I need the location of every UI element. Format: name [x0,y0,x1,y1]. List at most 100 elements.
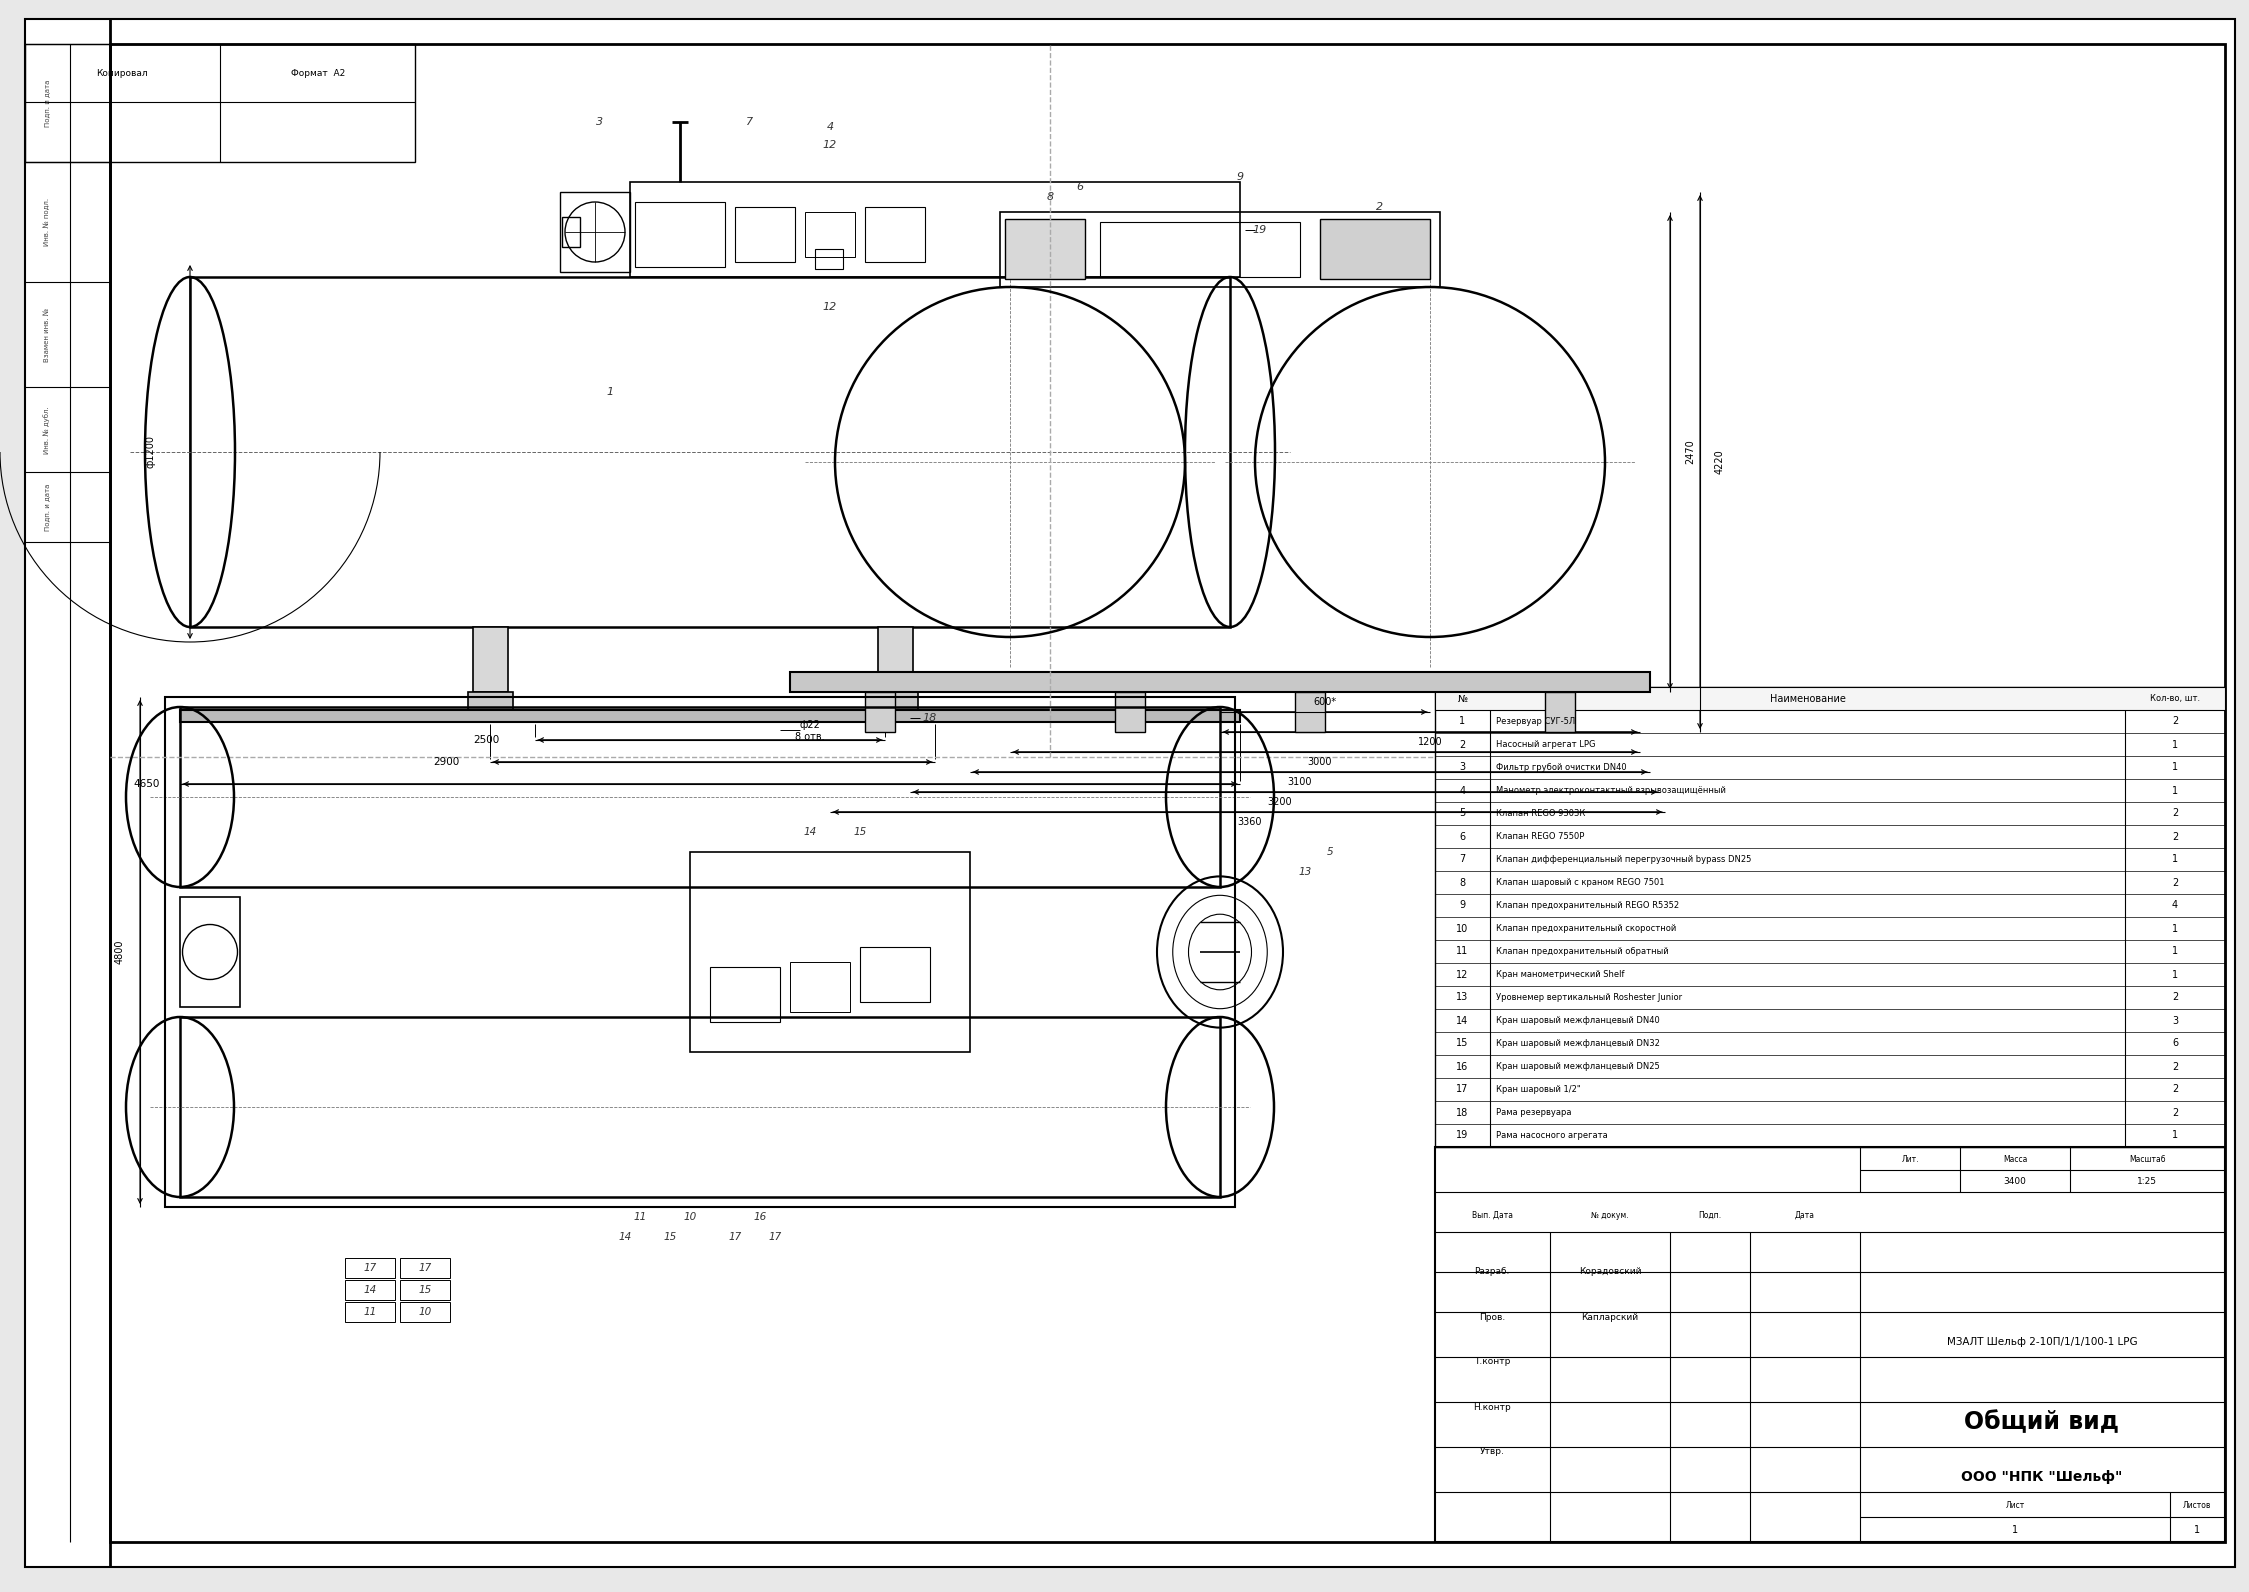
Text: ф1200: ф1200 [144,436,155,468]
Text: 600*: 600* [1313,697,1336,707]
Text: 6: 6 [1460,831,1466,842]
Bar [1295,693,1325,732]
Bar [789,962,850,1013]
Text: 4650: 4650 [133,778,160,790]
Text: 3400: 3400 [2004,1178,2026,1186]
Text: 15: 15 [1457,1038,1469,1049]
Text: 2500: 2500 [475,736,499,745]
Text: 3: 3 [1460,763,1466,772]
Text: 16: 16 [753,1212,767,1223]
Text: 7: 7 [1460,855,1466,864]
Text: Капларский: Капларский [1581,1312,1640,1321]
Text: 14: 14 [618,1232,632,1242]
Text: Вып. Дата: Вып. Дата [1471,1210,1514,1219]
Bar [560,193,630,272]
Text: Клапан REGO 9303К: Клапан REGO 9303К [1496,809,1586,818]
Bar [630,181,1239,277]
Text: Клапан дифференциальный перегрузочный bypass DN25: Клапан дифференциальный перегрузочный by… [1496,855,1752,864]
Text: Резервуар СУГ-5Л: Резервуар СУГ-5Л [1496,716,1574,726]
Bar [1435,688,2224,710]
Text: Формат  А2: Формат А2 [290,68,344,78]
Text: 19: 19 [1457,1130,1469,1140]
Text: 2: 2 [2173,877,2177,887]
Text: 1200: 1200 [1417,737,1442,747]
Text: 10: 10 [418,1307,432,1317]
Text: 8 отв.: 8 отв. [796,732,825,742]
Text: Кол-во, шт.: Кол-во, шт. [2150,694,2200,704]
Text: 11: 11 [364,1307,376,1317]
Text: 1: 1 [1460,716,1466,726]
Text: Клапан REGO 7550P: Клапан REGO 7550P [1496,833,1583,841]
Bar [1005,220,1084,279]
Text: Лит.: Лит. [1900,1154,1918,1164]
Bar [634,202,724,267]
Text: 17: 17 [769,1232,783,1242]
Text: 8: 8 [1046,193,1053,202]
Text: Взамен инв. №: Взамен инв. № [45,307,49,361]
Text: 11: 11 [634,1212,648,1223]
Text: 12: 12 [823,302,837,312]
Text: 1: 1 [2173,970,2177,979]
Text: 12: 12 [1457,970,1469,979]
Text: 4: 4 [2173,901,2177,911]
Text: 19: 19 [1253,224,1266,236]
Bar [180,1017,1219,1197]
Text: 1: 1 [2173,855,2177,864]
Text: 17: 17 [364,1262,376,1274]
Text: Кран шаровый 1/2": Кран шаровый 1/2" [1496,1086,1581,1094]
Text: 1: 1 [2173,763,2177,772]
Text: 2470: 2470 [1685,439,1696,465]
Text: Корадовский: Корадовский [1579,1267,1642,1277]
Bar [814,248,843,269]
Text: Т.контр: Т.контр [1473,1358,1509,1366]
Bar [1320,220,1430,279]
Text: Разраб.: Разраб. [1475,1267,1509,1277]
Bar [344,1280,396,1301]
Text: Масштаб: Масштаб [2130,1154,2166,1164]
Text: 1:25: 1:25 [2137,1178,2157,1186]
Bar [189,277,1230,627]
Text: 10: 10 [1457,923,1469,933]
Text: 14: 14 [803,826,816,837]
Text: 18: 18 [1457,1108,1469,1118]
Text: 17: 17 [1457,1084,1469,1095]
Text: Рама насосного агрегата: Рама насосного агрегата [1496,1130,1608,1140]
Text: 5: 5 [1460,809,1466,818]
Text: Фильтр грубой очистки DN40: Фильтр грубой очистки DN40 [1496,763,1626,772]
Text: 13: 13 [1298,868,1311,877]
Bar [711,966,780,1022]
Text: 1: 1 [2013,1525,2017,1535]
Text: Лист: Лист [2006,1501,2024,1509]
Text: Клапан предохранительный REGO R5352: Клапан предохранительный REGO R5352 [1496,901,1680,911]
Bar [1001,212,1439,287]
Text: 15: 15 [418,1285,432,1294]
Text: 9: 9 [1460,901,1466,911]
Text: 3200: 3200 [1268,798,1293,807]
Text: 7: 7 [747,116,753,127]
Text: Масса: Масса [2004,1154,2026,1164]
Text: 14: 14 [1457,1016,1469,1025]
Bar [866,693,895,732]
Bar [735,207,794,263]
Bar [1100,221,1300,277]
Text: 16: 16 [1457,1062,1469,1071]
Bar [789,672,1651,693]
Bar [1545,693,1574,732]
Bar [690,852,969,1052]
Text: 15: 15 [852,826,866,837]
Text: 1: 1 [2173,923,2177,933]
Text: 2: 2 [2173,831,2177,842]
Text: Наименование: Наименование [1770,694,1846,704]
Bar [859,947,931,1001]
Text: Подп. и дата: Подп. и дата [45,80,49,127]
Bar [344,1302,396,1321]
Text: 1: 1 [2173,947,2177,957]
Text: 2: 2 [1376,202,1383,212]
Text: 3100: 3100 [1289,777,1311,786]
Text: 2: 2 [2173,809,2177,818]
Text: Пров.: Пров. [1480,1312,1505,1321]
Text: Кран шаровый межфланцевый DN25: Кран шаровый межфланцевый DN25 [1496,1062,1660,1071]
Text: 13: 13 [1457,992,1469,1003]
Text: Дата: Дата [1795,1210,1815,1219]
Text: 2: 2 [2173,992,2177,1003]
